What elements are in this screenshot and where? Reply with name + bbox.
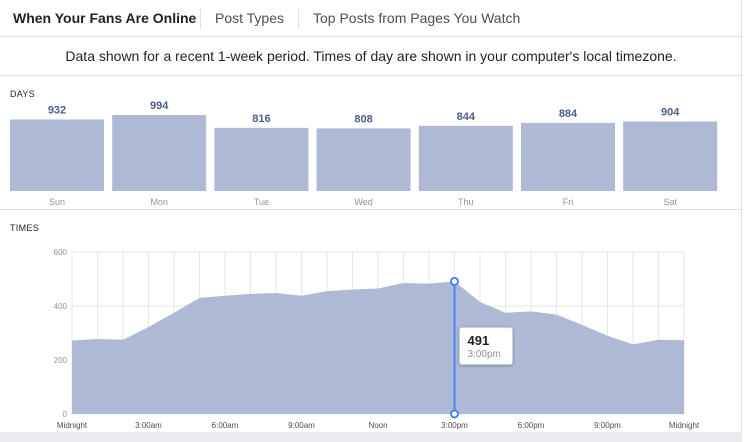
section-divider — [0, 209, 742, 210]
day-category-label: Wed — [354, 197, 372, 207]
highlight-base-point — [450, 409, 459, 419]
day-bar — [521, 122, 615, 191]
x-tick-label: 6:00pm — [518, 421, 545, 430]
x-tick-label: 6:00am — [212, 421, 239, 430]
x-tick-label: Midnight — [57, 421, 88, 430]
day-category-label: Mon — [150, 197, 168, 207]
x-tick-label: 3:00am — [135, 421, 162, 430]
y-tick-label: 0 — [63, 410, 68, 419]
day-bar — [112, 115, 207, 191]
times-area-chart: 0 200 400 600 Midnight 3:00am 6:00am 9:00am Noon… — [54, 248, 700, 430]
day-category-label: Fri — [563, 197, 574, 207]
day-value-label: 884 — [559, 108, 578, 120]
y-tick-label: 200 — [54, 356, 68, 365]
times-area — [72, 281, 684, 414]
day-bar — [214, 127, 309, 191]
day-bar — [10, 119, 104, 191]
day-category-label: Sun — [49, 197, 65, 207]
x-tick-label: 9:00am — [288, 421, 315, 430]
day-value-label: 932 — [48, 104, 66, 116]
x-tick-label: Midnight — [669, 421, 700, 430]
day-category-label: Thu — [458, 197, 474, 207]
tab-separator — [200, 9, 201, 29]
x-tick-label: 9:00pm — [594, 421, 621, 430]
tab-post-types[interactable]: Post Types — [215, 10, 285, 26]
day-value-label: 994 — [150, 100, 169, 112]
tooltip-time: 3:00pm — [467, 349, 501, 361]
day-value-label: 844 — [457, 111, 476, 123]
bottom-scroll-strip — [0, 432, 742, 442]
day-value-label: 904 — [661, 106, 680, 118]
timezone-notice: Data shown for a recent 1-week period. T… — [0, 37, 742, 76]
day-bar — [316, 128, 411, 191]
tab-fans-online[interactable]: When Your Fans Are Online — [13, 10, 197, 26]
hover-tooltip: 491 3:00pm — [458, 327, 513, 366]
tab-bar: When Your Fans Are Online Post Types Top… — [0, 0, 742, 37]
tab-separator — [298, 9, 299, 29]
day-bar — [623, 121, 718, 191]
day-value-label: 816 — [252, 113, 270, 125]
panel-border — [741, 0, 742, 442]
days-bar-chart: 932 Sun 994 Mon 816 Tue 808 Wed 844 Thu 884 Fri 904 S… — [10, 100, 718, 207]
x-tick-label: Noon — [368, 421, 387, 430]
days-section-label: DAYS — [10, 89, 36, 99]
highlight-point — [450, 276, 459, 286]
y-tick-label: 400 — [54, 302, 68, 311]
tooltip-value: 491 — [467, 333, 490, 349]
day-category-label: Tue — [254, 197, 269, 207]
y-tick-label: 600 — [54, 248, 68, 257]
day-category-label: Sat — [663, 197, 677, 207]
x-tick-label: 3:00pm — [441, 421, 468, 430]
day-bar — [418, 125, 513, 191]
times-section-label: TIMES — [10, 223, 40, 233]
day-value-label: 808 — [354, 113, 372, 125]
tab-top-posts[interactable]: Top Posts from Pages You Watch — [313, 10, 521, 26]
